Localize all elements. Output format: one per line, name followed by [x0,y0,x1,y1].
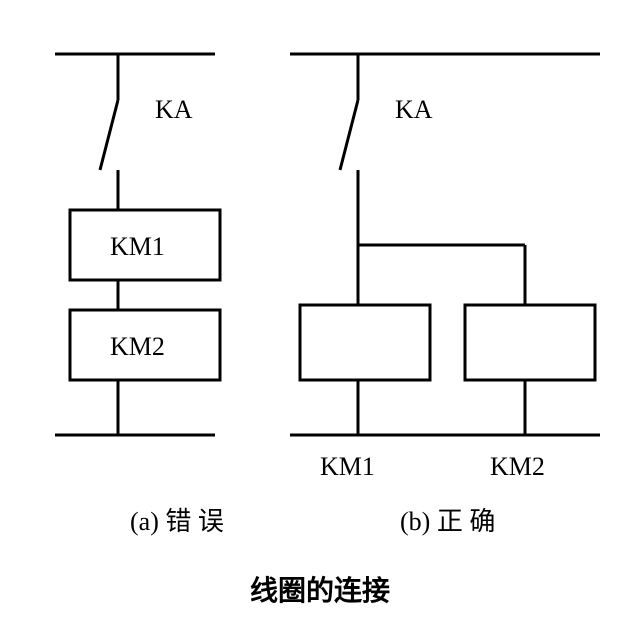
b-ka-label: KA [395,95,433,124]
figure-title: 线圈的连接 [250,574,390,607]
a-ka-label: KA [155,95,193,124]
canvas-bg [0,0,640,637]
b-caption: (b) 正 确 [400,507,495,536]
a-caption: (a) 错 误 [130,507,224,536]
b-km1-label: KM1 [320,452,375,481]
b-km2-label: KM2 [490,452,545,481]
a-km1-label: KM1 [110,232,165,261]
a-km2-label: KM2 [110,332,165,361]
